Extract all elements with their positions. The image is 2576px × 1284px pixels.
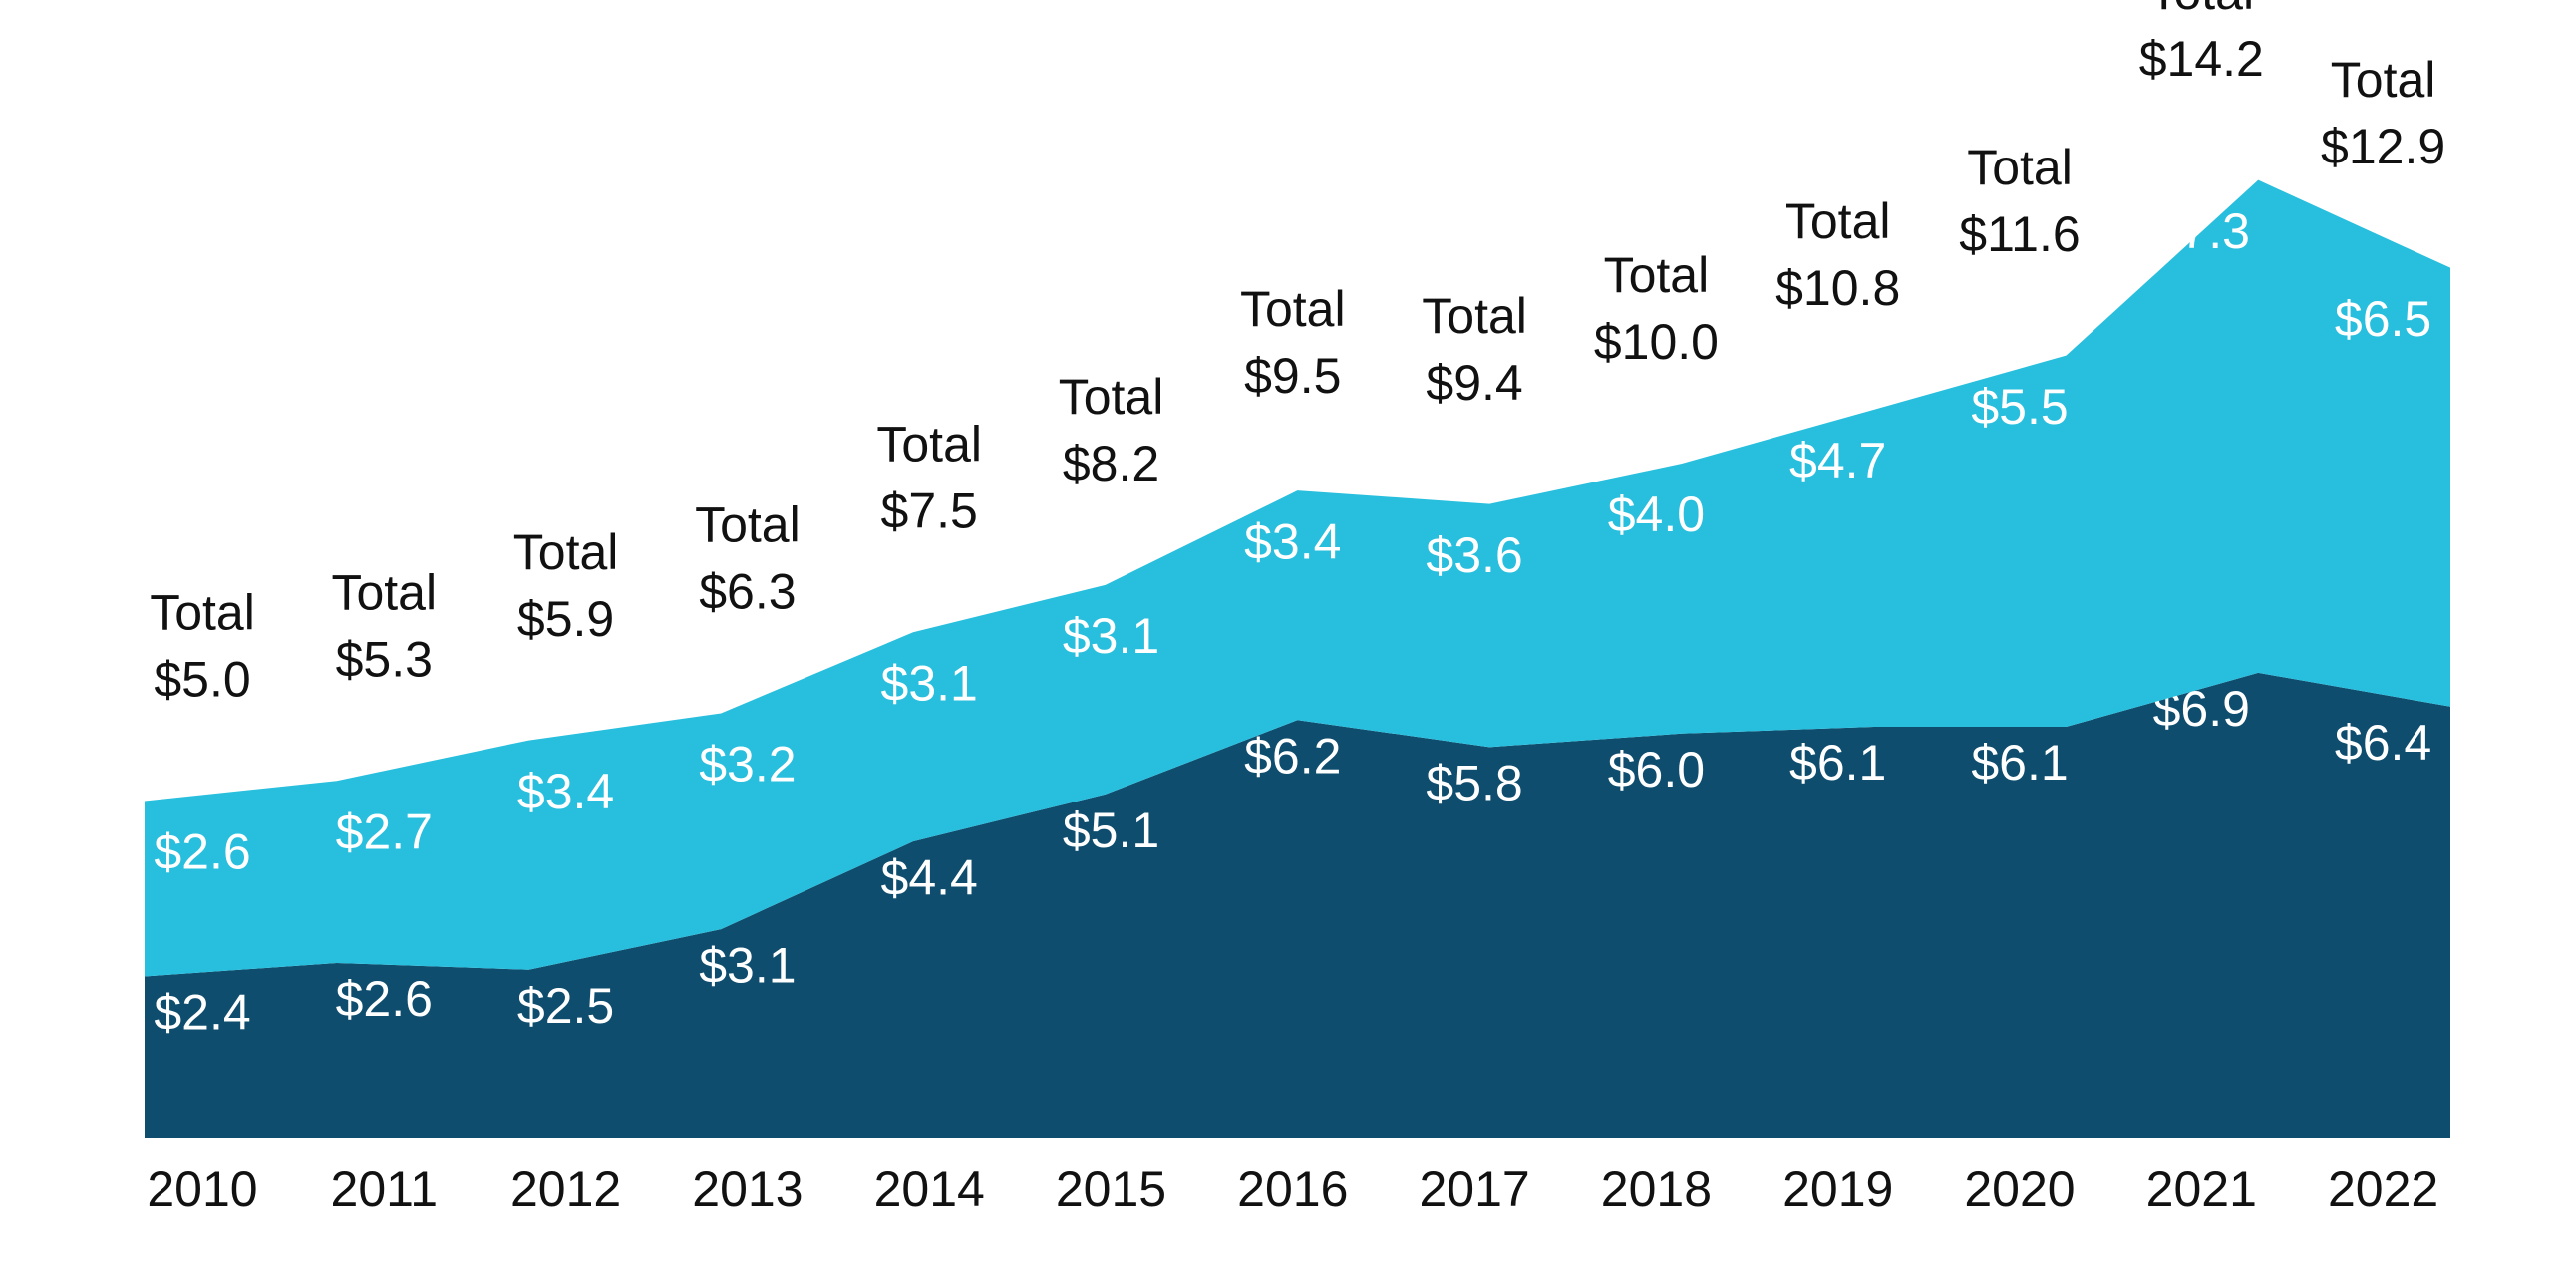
value-label: $5.1	[1063, 802, 1159, 858]
value-label: $6.5	[2335, 291, 2431, 347]
value-label: $6.2	[1244, 728, 1341, 784]
total-label: $7.5	[881, 482, 978, 538]
value-label: $5.5	[1971, 379, 2068, 435]
area	[145, 179, 2450, 977]
value-label: $2.7	[336, 803, 433, 859]
total-label: $5.3	[336, 631, 433, 687]
x-tick-label: 2017	[1419, 1161, 1529, 1217]
total-label: $5.0	[154, 652, 250, 708]
total-caption: Total	[513, 524, 619, 580]
x-tick-label: 2018	[1601, 1161, 1712, 1217]
value-label: $4.7	[1789, 433, 1886, 488]
total-label: $6.3	[699, 564, 796, 620]
total-label: $11.6	[1959, 206, 2080, 262]
value-label: $3.6	[1426, 527, 1522, 583]
total-caption: Total	[150, 585, 255, 641]
value-label: $6.1	[1971, 735, 2068, 791]
total-caption: Total	[1240, 281, 1346, 337]
value-label: $4.0	[1608, 486, 1705, 542]
total-caption: Total	[695, 497, 801, 553]
value-label: $2.5	[517, 978, 614, 1034]
x-tick-label: 2015	[1056, 1161, 1166, 1217]
x-tick-label: 2010	[147, 1161, 257, 1217]
total-caption: Total	[2148, 0, 2254, 20]
value-label: $6.4	[2335, 715, 2431, 771]
value-label: $3.4	[517, 764, 614, 819]
x-tick-label: 2011	[331, 1161, 439, 1217]
value-label: $3.1	[881, 655, 978, 711]
value-label: $7.3	[2153, 203, 2250, 259]
total-caption: Total	[1059, 369, 1164, 425]
value-label: $3.2	[699, 737, 796, 793]
total-caption: Total	[1422, 288, 1527, 344]
total-caption: Total	[1967, 140, 2073, 195]
total-label: $5.9	[517, 591, 614, 647]
x-tick-label: 2021	[2146, 1161, 2257, 1217]
value-label: $3.1	[699, 937, 796, 993]
value-label: $3.1	[1063, 608, 1159, 664]
x-tick-label: 2013	[692, 1161, 803, 1217]
total-label: $9.5	[1244, 348, 1341, 404]
total-caption: Total	[876, 416, 982, 472]
total-caption: Total	[331, 564, 437, 620]
total-caption: Total	[1785, 193, 1891, 249]
total-label: $10.8	[1775, 260, 1900, 316]
total-label: $8.2	[1063, 436, 1159, 491]
value-label: $2.6	[154, 824, 250, 880]
value-label: $5.8	[1426, 756, 1522, 811]
total-label: $14.2	[2139, 31, 2264, 87]
value-label: $2.6	[336, 971, 433, 1027]
total-label: $12.9	[2321, 119, 2445, 174]
total-caption: Total	[1604, 247, 1710, 303]
value-label: $6.1	[1789, 735, 1886, 791]
x-tick-label: 2014	[874, 1161, 985, 1217]
x-tick-label: 2022	[2328, 1161, 2438, 1217]
x-tick-label: 2020	[1964, 1161, 2075, 1217]
value-label: $6.0	[1608, 742, 1705, 798]
total-label: $10.0	[1594, 314, 1719, 370]
total-label: $9.4	[1426, 355, 1522, 411]
x-tick-label: 2019	[1782, 1161, 1893, 1217]
total-caption: Total	[2331, 52, 2436, 108]
value-label: $2.4	[154, 985, 250, 1041]
x-tick-label: 2016	[1237, 1161, 1348, 1217]
value-label: $4.4	[881, 849, 978, 905]
value-label: $3.4	[1244, 513, 1341, 569]
x-tick-label: 2012	[510, 1161, 621, 1217]
area	[145, 672, 2450, 1138]
